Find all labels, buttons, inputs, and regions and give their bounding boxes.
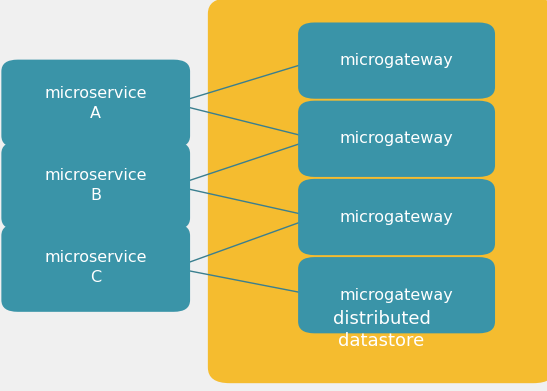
- FancyBboxPatch shape: [2, 60, 190, 147]
- Text: microgateway: microgateway: [340, 288, 453, 303]
- Text: microgateway: microgateway: [340, 131, 453, 146]
- Text: distributed
datastore: distributed datastore: [333, 310, 430, 350]
- Text: microservice
A: microservice A: [44, 86, 147, 121]
- Text: microgateway: microgateway: [340, 210, 453, 224]
- FancyBboxPatch shape: [2, 142, 190, 230]
- Text: microservice
B: microservice B: [44, 168, 147, 203]
- Text: microservice
C: microservice C: [44, 250, 147, 285]
- Text: microgateway: microgateway: [340, 53, 453, 68]
- FancyBboxPatch shape: [2, 224, 190, 312]
- FancyBboxPatch shape: [298, 22, 495, 99]
- FancyBboxPatch shape: [208, 0, 547, 383]
- FancyBboxPatch shape: [298, 179, 495, 255]
- FancyBboxPatch shape: [298, 100, 495, 177]
- FancyBboxPatch shape: [298, 257, 495, 333]
